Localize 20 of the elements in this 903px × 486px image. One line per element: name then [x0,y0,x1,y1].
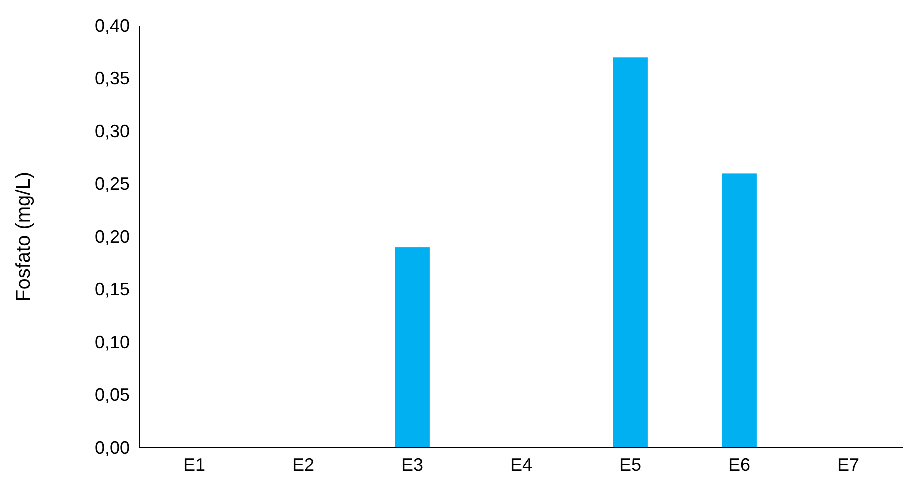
bar [722,174,757,448]
y-tick-label: 0,05 [94,385,130,406]
x-tick-label: E7 [837,454,860,475]
y-tick-label: 0,25 [94,174,130,194]
x-tick-label: E1 [183,454,206,475]
y-tick-label: 0,00 [94,438,130,458]
x-tick-label: E2 [292,454,315,475]
x-tick-label: E3 [401,454,424,475]
bar [613,58,648,448]
y-tick-label: 0,15 [94,280,130,300]
x-tick-label: E5 [619,454,642,475]
y-axis-title: Fosfato (mg/L) [13,172,35,302]
y-tick-label: 0,20 [94,226,130,247]
bar [395,248,430,448]
y-tick-label: 0,30 [94,121,130,142]
x-tick-label: E4 [510,454,533,475]
y-tick-label: 0,10 [94,332,130,352]
y-tick-label: 0,40 [94,16,130,36]
x-tick-label: E6 [728,454,751,475]
y-tick-label: 0,35 [94,68,130,89]
